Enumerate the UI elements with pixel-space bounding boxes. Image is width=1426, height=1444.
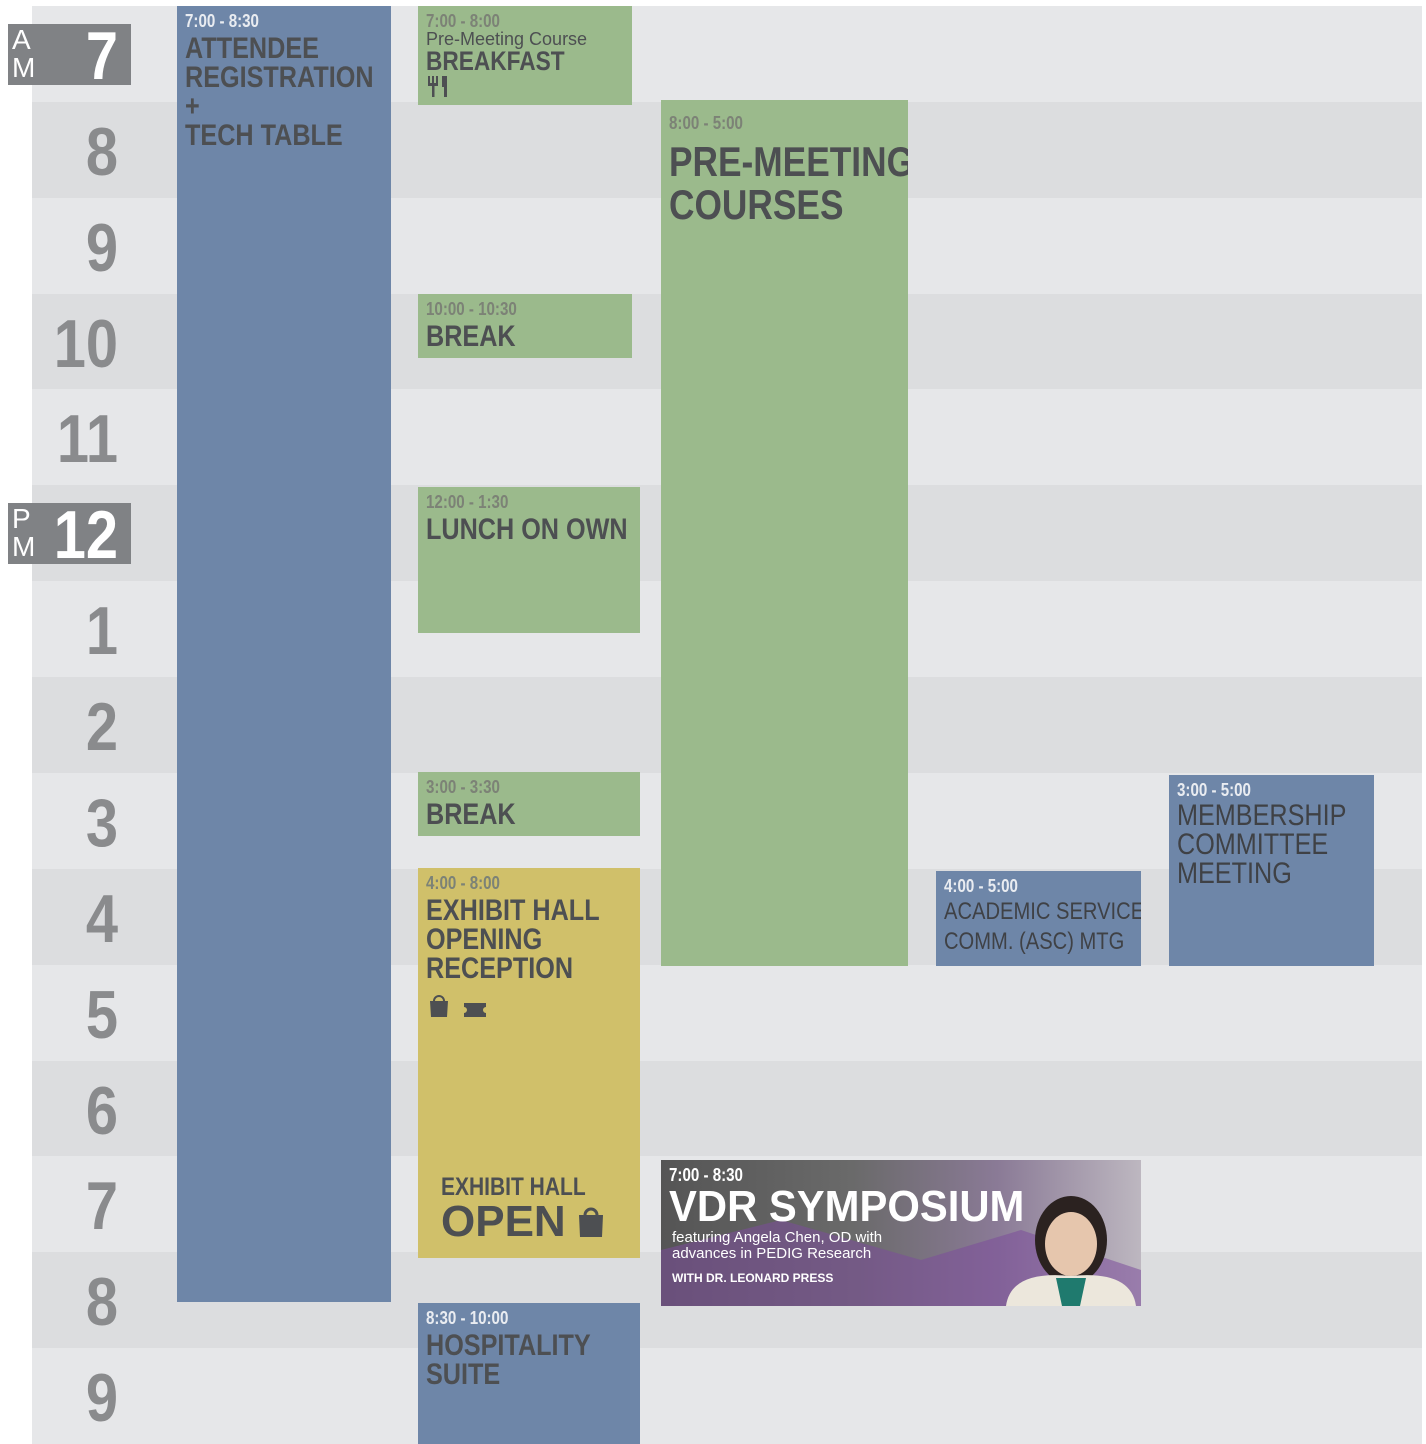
hour-label: 8 — [25, 118, 119, 186]
event-footer: EXHIBIT HALL — [441, 1174, 586, 1200]
hour-label: 7 — [25, 22, 119, 90]
page: AMPM789101112123456789 7:00 - 8:30 ATTEN… — [0, 0, 1426, 1444]
footer-row: OPEN — [441, 1200, 613, 1244]
event[interactable]: 4:00 - 5:00 ACADEMIC SERVICES COMM. (ASC… — [936, 871, 1141, 966]
banner-text: 7:00 - 8:30 VDR SYMPOSIUM featuring Ange… — [669, 1166, 1133, 1285]
hour-label: 5 — [25, 981, 119, 1049]
event-title: BREAKFAST — [426, 48, 592, 74]
hour-label: 7 — [25, 1172, 119, 1240]
hour-label: 6 — [25, 1077, 119, 1145]
event[interactable]: 8:30 - 10:00 HOSPITALITY SUITE — [418, 1303, 640, 1444]
hour-label: 4 — [25, 885, 119, 953]
event-title: BREAK — [426, 800, 599, 829]
exhibit-open: EXHIBIT HALL OPEN — [441, 1174, 613, 1244]
event-title: COMM. (ASC) MTG — [944, 927, 1103, 957]
event-time: 4:00 - 5:00 — [944, 877, 1103, 895]
event[interactable]: 12:00 - 1:30 LUNCH ON OWN — [418, 487, 640, 633]
hour-label: 12 — [25, 501, 119, 569]
event-title: HOSPITALITY — [426, 1331, 599, 1360]
event-title: EXHIBIT HALL — [426, 896, 599, 925]
event-time: 3:00 - 5:00 — [1177, 781, 1336, 799]
hour-label: 8 — [25, 1268, 119, 1336]
event-title: COURSES — [669, 183, 863, 226]
hour-label: 10 — [25, 310, 119, 378]
event-title: BREAK — [426, 322, 592, 351]
event-title: PRE-MEETING — [669, 140, 863, 183]
event-time: 3:00 - 3:30 — [426, 778, 599, 796]
dining-icon — [426, 74, 452, 98]
event-title: + — [185, 92, 351, 121]
event-time: 8:00 - 5:00 — [669, 114, 863, 132]
event[interactable]: 8:00 - 5:00 PRE-MEETING COURSES — [661, 100, 908, 966]
shopping-ticket-icons — [426, 991, 496, 1021]
event-time: 8:30 - 10:00 — [426, 1309, 599, 1327]
event[interactable]: 10:00 - 10:30 BREAK — [418, 294, 632, 358]
event-time: 4:00 - 8:00 — [426, 874, 599, 892]
event-title: RECEPTION — [426, 954, 599, 983]
hour-label: 2 — [25, 693, 119, 761]
event[interactable]: 7:00 - 8:30 ATTENDEE REGISTRATION + TECH… — [177, 6, 391, 1302]
event-title: TECH TABLE — [185, 121, 351, 150]
event-title: ATTENDEE — [185, 34, 351, 63]
event-banner[interactable]: 7:00 - 8:30 VDR SYMPOSIUM featuring Ange… — [661, 1160, 1141, 1306]
bag-icon — [576, 1205, 606, 1239]
hour-label: 3 — [25, 789, 119, 857]
event-title: SUITE — [426, 1360, 599, 1389]
event-subtitle: featuring Angela Chen, OD with — [672, 1230, 1133, 1246]
event-title: LUNCH ON OWN — [426, 515, 599, 544]
event-title: ACADEMIC SERVICES — [944, 897, 1103, 927]
event[interactable]: 7:00 - 8:00 Pre-Meeting Course BREAKFAST — [418, 6, 632, 105]
event[interactable]: 4:00 - 8:00 EXHIBIT HALL OPENING RECEPTI… — [418, 868, 640, 1258]
event[interactable]: 3:00 - 5:00 MEMBERSHIP COMMITTEE MEETING — [1169, 775, 1374, 966]
event-title: REGISTRATION — [185, 63, 351, 92]
event-time: 7:00 - 8:30 — [185, 12, 351, 30]
event-time: 12:00 - 1:30 — [426, 493, 599, 511]
event-title: MEMBERSHIP — [1177, 801, 1336, 830]
event[interactable]: 3:00 - 3:30 BREAK — [418, 772, 640, 836]
event-time: 10:00 - 10:30 — [426, 300, 592, 318]
event-title: COMMITTEE — [1177, 830, 1336, 859]
event-title: MEETING — [1177, 859, 1336, 888]
hour-label: 1 — [25, 597, 119, 665]
event-title: OPENING — [426, 925, 599, 954]
hour-row — [32, 1348, 1422, 1444]
event-title: VDR SYMPOSIUM — [669, 1184, 1110, 1230]
event-footer: OPEN — [441, 1200, 566, 1244]
hour-label: 9 — [25, 1364, 119, 1432]
hour-label: 11 — [25, 405, 119, 473]
event-subtitle: advances in PEDIG Research — [672, 1246, 1133, 1262]
event-time: 7:00 - 8:00 — [426, 12, 592, 30]
event-footer: WITH DR. LEONARD PRESS — [672, 1271, 1133, 1285]
hour-label: 9 — [25, 214, 119, 282]
